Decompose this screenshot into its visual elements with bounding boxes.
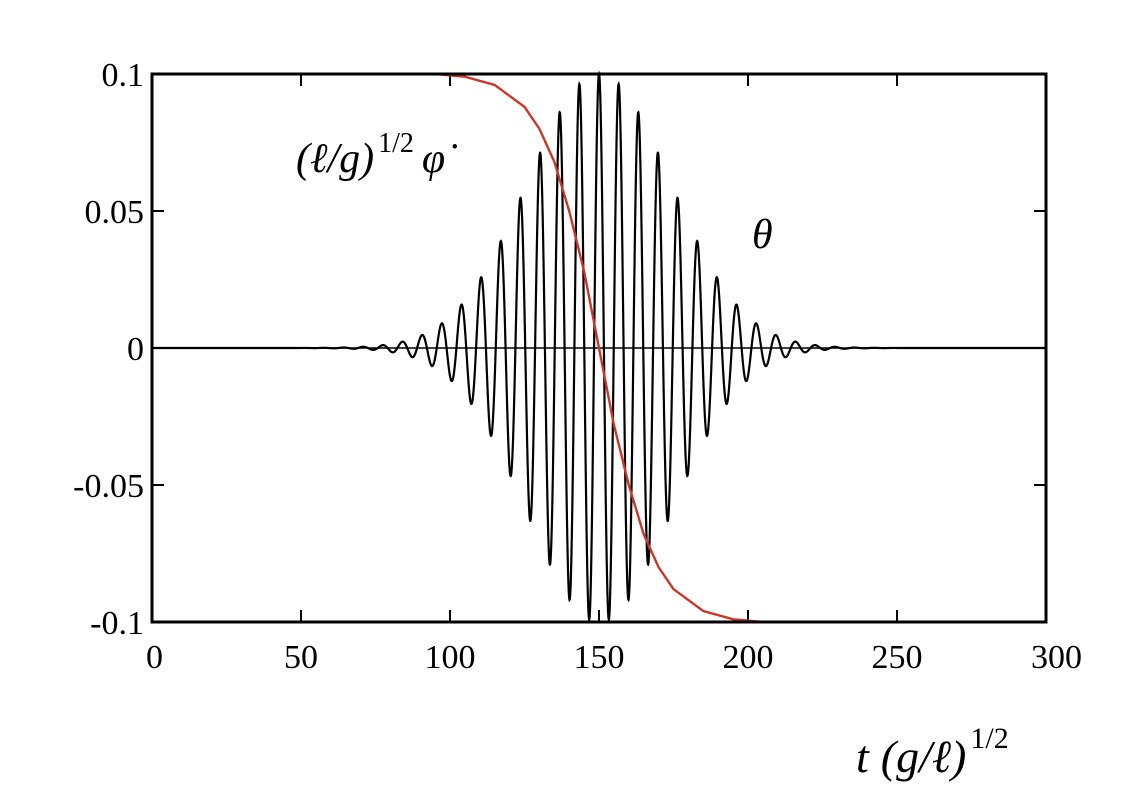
x-tick-label: 50 [284, 639, 318, 676]
x-tick-label: 0 [146, 639, 163, 676]
x-tick-label: 250 [872, 639, 923, 676]
theta-annotation: θ [752, 212, 773, 258]
x-axis-label: t (g/ℓ) 1/2 [856, 722, 1009, 782]
plot-frame [150, 72, 1048, 624]
x-tick-label: 150 [574, 639, 625, 676]
x-tick-label: 100 [425, 639, 476, 676]
x-tick-label: 300 [1031, 639, 1082, 676]
series-layer [152, 70, 1046, 624]
y-tick-label: -0.05 [73, 468, 144, 505]
phidot-annotation: (ℓ/g) 1/2 φ̇ [296, 128, 457, 182]
y-tick-label: -0.1 [90, 605, 144, 642]
y-ticks: 0.1 0.05 0 -0.05 -0.1 [73, 57, 1046, 642]
x-tick-label: 200 [723, 639, 774, 676]
x-ticks: 0 50 100 150 200 250 300 [146, 74, 1082, 676]
y-tick-label: 0.05 [85, 194, 145, 231]
y-tick-label: 0 [127, 331, 144, 368]
series-phidot-line [405, 72, 793, 624]
y-tick-label: 0.1 [102, 57, 145, 94]
